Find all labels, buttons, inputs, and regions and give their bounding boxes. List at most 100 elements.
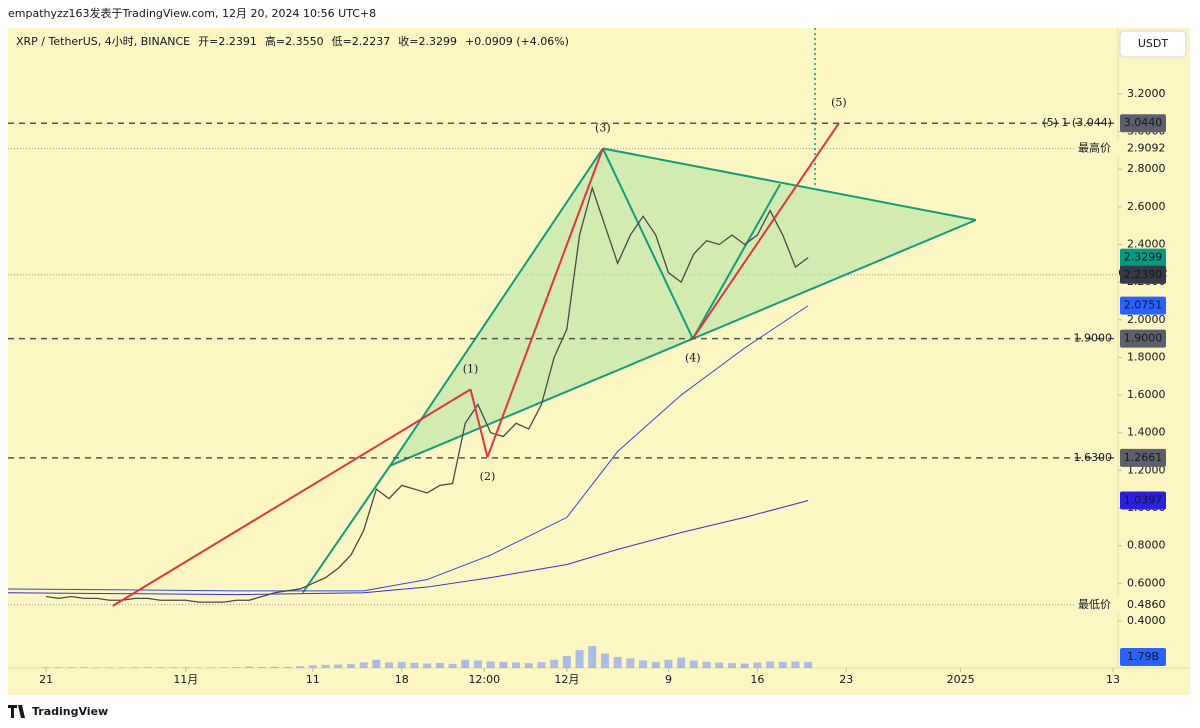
ohlc-label: 高= [265, 34, 285, 48]
x-tick-label: 23 [839, 673, 853, 686]
volume-bar [346, 664, 355, 668]
volume-bar [537, 662, 546, 668]
volume-bar [778, 661, 787, 668]
volume-bar [524, 663, 533, 668]
volume-bar [575, 650, 584, 668]
x-tick-label: 11月 [173, 673, 198, 686]
wave-line [112, 388, 472, 607]
x-tick-label: 16 [750, 673, 764, 686]
volume-bar [156, 667, 165, 668]
level-box [1120, 448, 1166, 467]
price-label: 0.4860 [1127, 598, 1166, 611]
volume-bar [219, 667, 228, 668]
volume-bar [105, 667, 114, 668]
price-box [1120, 491, 1166, 510]
ohlc-value: 2.2237 [352, 35, 391, 48]
currency[interactable]: USDT [1138, 37, 1169, 50]
volume-bar [791, 661, 800, 668]
level-label: 1.9000 [1124, 332, 1163, 345]
volume-bar [385, 662, 394, 668]
y-tick-label: 0.4000 [1127, 614, 1166, 627]
volume-bar [359, 662, 368, 668]
volume-bar [753, 662, 762, 668]
ohlc-value: 2.2391 [218, 35, 257, 48]
volume-bar [80, 667, 89, 668]
volume-bar [118, 667, 127, 668]
wave-label: (4) [685, 352, 701, 365]
ohlc-label: 收= [398, 34, 418, 48]
volume-bar [512, 662, 521, 668]
moving-average [7, 305, 809, 592]
moving-average [7, 500, 809, 596]
volume-bar [664, 659, 673, 668]
volume-bar [499, 661, 508, 668]
volume-bar [740, 663, 749, 668]
volume-bar [308, 665, 317, 668]
level-box [1120, 329, 1166, 348]
volume-bar [194, 667, 203, 668]
wave-line [691, 122, 840, 340]
volume-bar [473, 660, 482, 668]
wave-label: (2) [480, 470, 496, 483]
wave-label: (5) [831, 96, 847, 109]
volume-bar [143, 667, 152, 668]
y-tick-label: 3.2000 [1127, 87, 1166, 100]
volume-bar [283, 666, 292, 668]
x-tick-label: 9 [665, 673, 672, 686]
volume-bar [804, 661, 813, 668]
volume-bar [702, 661, 711, 668]
price-prefix: 最高价 [1078, 141, 1111, 155]
volume-bar [67, 667, 76, 668]
price-label: 2.3299 [1124, 251, 1163, 264]
y-tick-label: 1.8000 [1127, 350, 1166, 363]
volume-label: 1.79B [1127, 650, 1159, 663]
level-label: 3.0440 [1124, 116, 1163, 129]
volume-bar [207, 667, 216, 668]
level-label: 1.2661 [1124, 451, 1163, 464]
ohlc-label: 开= [198, 35, 218, 48]
volume-bar [639, 660, 648, 668]
publisher: empathyzz163发表于TradingView.com, 12月 20, … [8, 6, 376, 20]
triangle-fill [390, 148, 976, 466]
y-tick-label: 1.4000 [1127, 426, 1166, 439]
logo-text: TradingView [32, 705, 108, 718]
triangle-edge [601, 148, 694, 340]
volume-bar [410, 662, 419, 668]
y-tick-label: 0.6000 [1127, 576, 1166, 589]
volume-bar [423, 663, 432, 668]
x-tick-label: 2025 [947, 673, 975, 686]
y-tick-label: 2.8000 [1127, 162, 1166, 175]
volume-bar [258, 666, 267, 668]
level-left-label: 1.6300 [1074, 451, 1113, 464]
wave-label: (1) [463, 362, 479, 375]
price-box [1120, 265, 1166, 284]
triangle-edge [691, 183, 781, 340]
volume-bar [550, 659, 559, 668]
ohlc-value: 2.3299 [419, 35, 458, 48]
volume-bar [600, 653, 609, 668]
y-tick-label: 0.8000 [1127, 539, 1166, 552]
ohlc-value: 2.3550 [285, 35, 324, 48]
price-box [1120, 296, 1166, 315]
volume-bar [448, 663, 457, 668]
volume-bar [270, 666, 279, 668]
level-left-label: 1.9000 [1074, 332, 1113, 345]
volume-bar [296, 666, 305, 668]
volume-bar [397, 661, 406, 668]
wave-line [486, 148, 604, 458]
ohlc-label: 低= [332, 35, 352, 48]
volume-bar [131, 667, 140, 668]
volume-bar [169, 667, 178, 668]
volume-bar [435, 662, 444, 668]
price-label: 1.0397 [1124, 494, 1163, 507]
level-left-label: (5) 1 (3.044) [1042, 116, 1112, 129]
volume-bar [766, 661, 775, 668]
logo [8, 705, 25, 718]
currency-button[interactable] [1119, 30, 1187, 58]
volume-bar [677, 657, 686, 668]
wave-line [469, 389, 489, 458]
volume-bar [245, 666, 254, 668]
price-label: 2.9092 [1127, 142, 1166, 155]
price-box [1074, 596, 1168, 613]
volume-bar [727, 663, 736, 668]
